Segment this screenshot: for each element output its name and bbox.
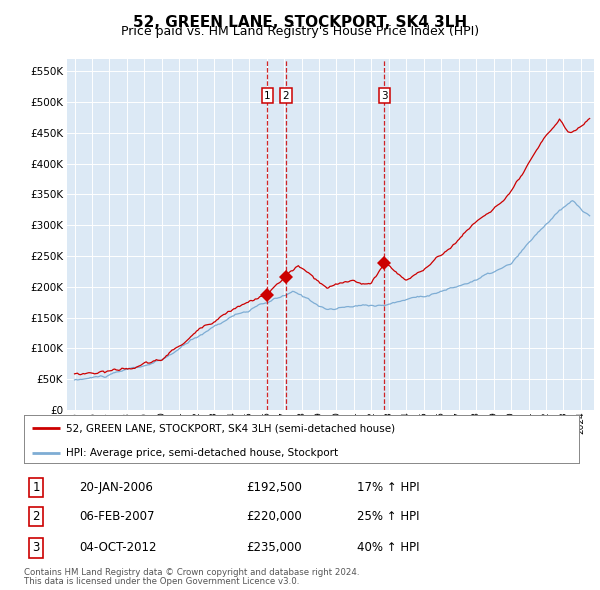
- Text: £220,000: £220,000: [246, 510, 302, 523]
- Text: 40% ↑ HPI: 40% ↑ HPI: [357, 541, 419, 554]
- Text: 1: 1: [264, 91, 271, 101]
- Text: 20-JAN-2006: 20-JAN-2006: [79, 481, 154, 494]
- Text: 06-FEB-2007: 06-FEB-2007: [79, 510, 155, 523]
- Text: 3: 3: [381, 91, 388, 101]
- Text: 25% ↑ HPI: 25% ↑ HPI: [357, 510, 419, 523]
- Text: £235,000: £235,000: [246, 541, 302, 554]
- Text: £192,500: £192,500: [246, 481, 302, 494]
- Text: 3: 3: [32, 541, 40, 554]
- Text: 52, GREEN LANE, STOCKPORT, SK4 3LH: 52, GREEN LANE, STOCKPORT, SK4 3LH: [133, 15, 467, 30]
- Text: 2: 2: [32, 510, 40, 523]
- Text: 52, GREEN LANE, STOCKPORT, SK4 3LH (semi-detached house): 52, GREEN LANE, STOCKPORT, SK4 3LH (semi…: [65, 423, 395, 433]
- Text: Price paid vs. HM Land Registry's House Price Index (HPI): Price paid vs. HM Land Registry's House …: [121, 25, 479, 38]
- Text: 04-OCT-2012: 04-OCT-2012: [79, 541, 157, 554]
- Text: 1: 1: [32, 481, 40, 494]
- Text: HPI: Average price, semi-detached house, Stockport: HPI: Average price, semi-detached house,…: [65, 447, 338, 457]
- Text: This data is licensed under the Open Government Licence v3.0.: This data is licensed under the Open Gov…: [24, 577, 299, 586]
- Text: 2: 2: [283, 91, 289, 101]
- Text: Contains HM Land Registry data © Crown copyright and database right 2024.: Contains HM Land Registry data © Crown c…: [24, 568, 359, 576]
- Text: 17% ↑ HPI: 17% ↑ HPI: [357, 481, 419, 494]
